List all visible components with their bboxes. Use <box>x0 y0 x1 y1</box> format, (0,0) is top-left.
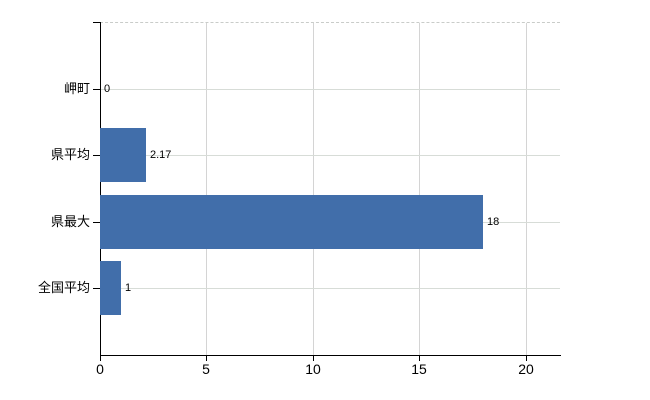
vertical-gridline <box>312 23 314 355</box>
category-label: 県平均 <box>50 147 90 162</box>
vertical-gridline <box>206 23 208 355</box>
bar <box>100 128 146 182</box>
x-axis-tick <box>419 356 420 361</box>
category-label: 県最大 <box>50 214 90 229</box>
bar-value-label: 1 <box>125 282 132 294</box>
bar <box>100 195 483 249</box>
x-axis-tick <box>206 356 207 361</box>
y-axis-tick <box>93 155 100 156</box>
y-axis-tick <box>93 89 100 90</box>
bar-value-label: 0 <box>104 83 111 95</box>
horizontal-gridline <box>100 89 560 90</box>
bar-value-label: 18 <box>487 216 500 228</box>
horizontal-gridline <box>100 155 560 156</box>
plot-top-border <box>100 22 560 23</box>
bar-value-label: 2.17 <box>150 149 172 161</box>
x-axis-tick <box>313 356 314 361</box>
x-axis-tick-label: 20 <box>518 361 534 377</box>
y-axis-tick <box>93 288 100 289</box>
horizontal-gridline <box>100 288 560 289</box>
x-axis-tick <box>526 356 527 361</box>
category-label: 岬町 <box>63 81 90 96</box>
y-axis-end-tick <box>93 22 100 23</box>
y-axis-tick <box>93 222 100 223</box>
category-label: 全国平均 <box>37 280 90 295</box>
plot-area: 0 2.17 18 1 <box>100 22 560 355</box>
vertical-gridline <box>525 23 527 355</box>
x-axis-tick-label: 10 <box>305 361 321 377</box>
vertical-gridline <box>419 23 421 355</box>
x-axis-tick-label: 15 <box>411 361 427 377</box>
x-axis-tick-label: 5 <box>202 361 210 377</box>
y-axis-line <box>100 22 101 356</box>
x-axis-tick <box>100 356 101 361</box>
bar <box>100 261 121 315</box>
x-axis-line <box>100 355 561 356</box>
x-axis-tick-label: 0 <box>96 361 104 377</box>
